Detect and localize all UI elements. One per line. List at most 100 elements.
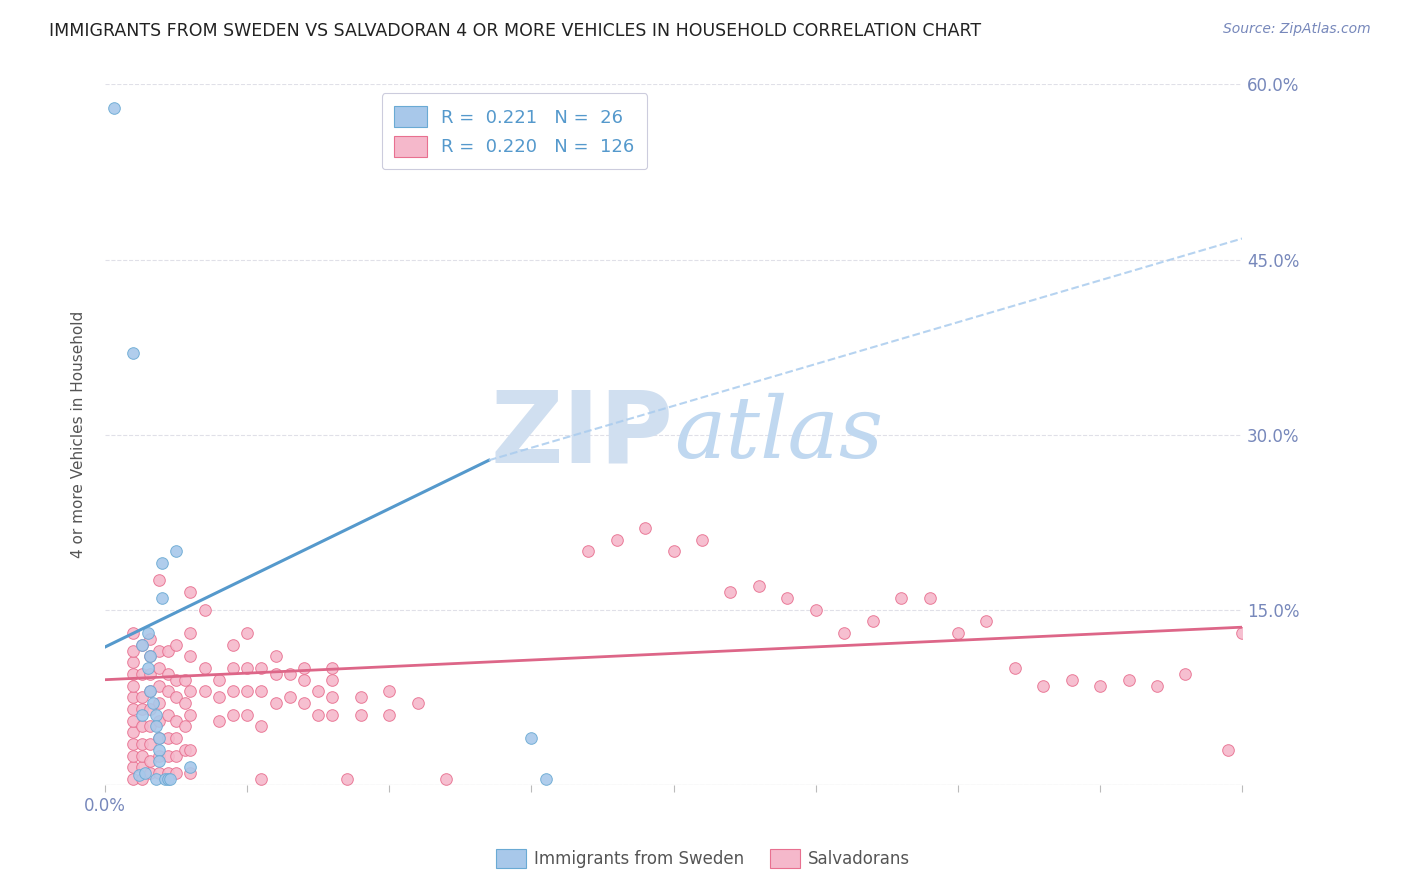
Point xyxy=(131,666,153,681)
Point xyxy=(131,638,153,652)
Point xyxy=(131,702,153,716)
Point xyxy=(222,661,245,675)
Point xyxy=(1088,679,1111,693)
Point xyxy=(222,638,245,652)
Point xyxy=(122,725,145,739)
Point xyxy=(159,772,181,786)
Point xyxy=(250,661,273,675)
Point xyxy=(307,707,329,722)
Point xyxy=(1232,626,1254,640)
Point xyxy=(122,666,145,681)
Point xyxy=(131,707,153,722)
Point xyxy=(321,661,343,675)
Point xyxy=(156,643,179,657)
Point xyxy=(222,707,245,722)
Point xyxy=(662,544,685,558)
Point xyxy=(173,696,195,710)
Point xyxy=(165,766,187,780)
Point xyxy=(131,638,153,652)
Point xyxy=(1174,666,1197,681)
Point xyxy=(122,690,145,705)
Point xyxy=(148,714,170,728)
Point xyxy=(946,626,969,640)
Point xyxy=(122,748,145,763)
Point xyxy=(576,544,599,558)
Point xyxy=(148,643,170,657)
Point xyxy=(139,719,162,733)
Point xyxy=(122,346,145,360)
Point xyxy=(148,574,170,588)
Point xyxy=(193,684,215,698)
Point xyxy=(890,591,912,605)
Point xyxy=(142,696,165,710)
Point xyxy=(139,649,162,664)
Point xyxy=(236,626,259,640)
Point xyxy=(148,748,170,763)
Point xyxy=(350,690,373,705)
Point xyxy=(148,731,170,745)
Point xyxy=(148,679,170,693)
Point xyxy=(776,591,799,605)
Text: ZIP: ZIP xyxy=(491,386,673,483)
Point xyxy=(179,649,201,664)
Point xyxy=(122,737,145,751)
Point xyxy=(131,690,153,705)
Point xyxy=(122,679,145,693)
Point xyxy=(131,760,153,774)
Point xyxy=(434,772,457,786)
Text: Source: ZipAtlas.com: Source: ZipAtlas.com xyxy=(1223,22,1371,37)
Point xyxy=(150,556,173,570)
Point xyxy=(292,696,315,710)
Point xyxy=(1216,743,1239,757)
Point xyxy=(179,766,201,780)
Point xyxy=(122,626,145,640)
Point xyxy=(131,772,153,786)
Point xyxy=(1146,679,1168,693)
Point xyxy=(236,684,259,698)
Point xyxy=(520,731,543,745)
Point xyxy=(236,707,259,722)
Point xyxy=(156,772,179,786)
Point xyxy=(136,626,159,640)
Point xyxy=(156,707,179,722)
Point xyxy=(193,602,215,616)
Point xyxy=(222,684,245,698)
Point xyxy=(292,661,315,675)
Point xyxy=(145,719,167,733)
Point xyxy=(250,719,273,733)
Point xyxy=(156,666,179,681)
Point xyxy=(122,643,145,657)
Point xyxy=(179,684,201,698)
Point xyxy=(606,533,628,547)
Point xyxy=(307,684,329,698)
Point xyxy=(918,591,941,605)
Point xyxy=(128,768,150,782)
Point xyxy=(173,719,195,733)
Point xyxy=(350,707,373,722)
Point xyxy=(1004,661,1026,675)
Legend: Immigrants from Sweden, Salvadorans: Immigrants from Sweden, Salvadorans xyxy=(489,842,917,875)
Point xyxy=(264,696,287,710)
Point xyxy=(1032,679,1054,693)
Point xyxy=(156,748,179,763)
Point xyxy=(131,719,153,733)
Point xyxy=(321,673,343,687)
Point xyxy=(173,673,195,687)
Y-axis label: 4 or more Vehicles in Household: 4 or more Vehicles in Household xyxy=(72,311,86,558)
Point xyxy=(208,673,231,687)
Point xyxy=(150,591,173,605)
Point xyxy=(156,731,179,745)
Point xyxy=(378,707,401,722)
Point xyxy=(173,743,195,757)
Point xyxy=(165,731,187,745)
Point xyxy=(250,684,273,698)
Point xyxy=(139,737,162,751)
Point xyxy=(148,661,170,675)
Point xyxy=(720,585,742,599)
Point xyxy=(165,673,187,687)
Point xyxy=(179,743,201,757)
Point xyxy=(122,760,145,774)
Point xyxy=(862,615,884,629)
Point xyxy=(139,649,162,664)
Point xyxy=(165,544,187,558)
